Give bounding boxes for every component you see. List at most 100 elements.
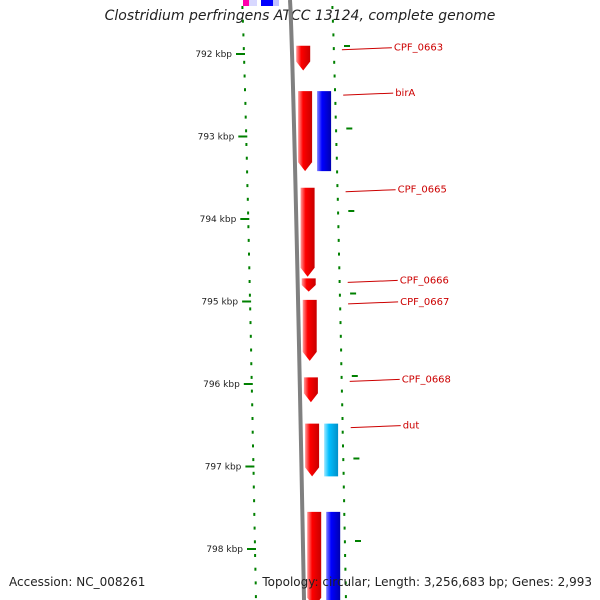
outer-dot bbox=[340, 362, 343, 366]
ruler-tick-inner bbox=[245, 465, 255, 468]
gene-fragment bbox=[273, 0, 279, 6]
ruler-label: 795 kbp bbox=[201, 298, 238, 308]
gene-forward[interactable] bbox=[305, 423, 320, 477]
gene-label[interactable]: CPF_0666 bbox=[400, 275, 449, 286]
gene-labels: CPF_0663 birA CPF_0665 CPF_0666 CPF_0667 CPF_… bbox=[341, 43, 451, 432]
outer-dot bbox=[331, 19, 334, 23]
inner-dot bbox=[247, 238, 250, 242]
inner-dot bbox=[244, 115, 247, 119]
outer-dot bbox=[331, 6, 334, 9]
outer-dot bbox=[337, 238, 340, 242]
gene-label-leader bbox=[347, 279, 398, 283]
ruler-tick-outer bbox=[355, 540, 361, 542]
outer-dot bbox=[342, 458, 345, 462]
inner-dot bbox=[251, 417, 254, 420]
inner-dot bbox=[241, 6, 244, 9]
gene-label-leader bbox=[343, 92, 394, 96]
gene-label[interactable]: CPF_0665 bbox=[398, 185, 447, 196]
inner-dot bbox=[249, 334, 252, 338]
inner-dot bbox=[244, 101, 247, 105]
inner-dot bbox=[250, 375, 253, 379]
outer-dot bbox=[333, 60, 336, 64]
outer-dot bbox=[341, 403, 344, 407]
outer-dot bbox=[340, 389, 343, 393]
outer-dot bbox=[333, 74, 336, 78]
inner-dot bbox=[247, 211, 250, 215]
outer-dot bbox=[344, 595, 347, 599]
outer-dot bbox=[342, 471, 345, 475]
outer-dot bbox=[335, 156, 338, 160]
outer-dot bbox=[334, 115, 337, 119]
outer-dot bbox=[344, 554, 347, 557]
outer-dot bbox=[344, 567, 347, 571]
ruler-tick-inner bbox=[238, 135, 248, 138]
outer-dot bbox=[342, 444, 344, 448]
inner-dot bbox=[254, 554, 257, 557]
inner-dot bbox=[246, 184, 249, 188]
inner-dot bbox=[252, 471, 255, 475]
ruler-tick-outer bbox=[351, 375, 358, 377]
gene-fragment bbox=[243, 0, 249, 6]
outer-dot bbox=[343, 526, 346, 530]
ruler-tick-outer bbox=[353, 457, 360, 460]
outer-dot bbox=[339, 307, 342, 311]
outer-dot bbox=[339, 334, 342, 338]
ruler-tick-outer bbox=[344, 45, 350, 47]
outer-dot bbox=[342, 485, 345, 489]
gene-label[interactable]: CPF_0667 bbox=[400, 297, 449, 308]
outer-dot bbox=[335, 129, 338, 133]
outer-dot bbox=[344, 581, 347, 585]
gene-forward[interactable] bbox=[296, 45, 311, 71]
inner-dot bbox=[245, 143, 248, 146]
gene-label[interactable]: birA bbox=[395, 88, 415, 99]
inner-dot bbox=[253, 526, 256, 530]
inner-dot bbox=[245, 129, 248, 133]
gene-reverse[interactable] bbox=[317, 91, 332, 172]
inner-dot bbox=[247, 225, 250, 229]
gene-forward[interactable] bbox=[307, 511, 322, 600]
kbp-ruler: 792 kbp 793 kbp 794 kbp 795 kbp 796 kbp 797 k… bbox=[195, 45, 361, 555]
gene-forward[interactable] bbox=[300, 187, 315, 277]
inner-dot bbox=[250, 362, 253, 366]
gene-forward[interactable] bbox=[298, 91, 313, 172]
position-dots bbox=[241, 6, 347, 599]
ruler-tick-inner bbox=[247, 548, 256, 550]
ruler-tick-outer bbox=[348, 210, 355, 212]
gene-fragment bbox=[249, 0, 257, 6]
ruler-tick-inner bbox=[242, 300, 252, 303]
gene-label[interactable]: CPF_0663 bbox=[394, 43, 443, 54]
gene-label-leader bbox=[349, 378, 400, 382]
gene-reverse[interactable] bbox=[324, 423, 339, 477]
inner-dot bbox=[243, 60, 246, 64]
outer-dot bbox=[338, 280, 341, 283]
outer-dot bbox=[338, 252, 340, 256]
inner-dot bbox=[251, 403, 254, 407]
gene-reverse[interactable] bbox=[326, 511, 341, 600]
ruler-tick-inner bbox=[236, 53, 245, 55]
ruler-label: 792 kbp bbox=[195, 50, 232, 60]
ruler-label: 794 kbp bbox=[200, 215, 237, 225]
gene-forward[interactable] bbox=[301, 278, 316, 292]
gene-label-leader bbox=[350, 425, 401, 429]
outer-dot bbox=[332, 33, 335, 37]
top-gene-fragments bbox=[243, 0, 279, 6]
gene-forward[interactable] bbox=[302, 299, 317, 361]
gene-features bbox=[296, 45, 341, 600]
outer-dot bbox=[338, 293, 341, 297]
inner-dot bbox=[253, 499, 256, 503]
outer-dot bbox=[339, 321, 342, 325]
gene-label[interactable]: dut bbox=[403, 421, 420, 432]
inner-dot bbox=[252, 458, 255, 462]
outer-dot bbox=[337, 211, 340, 215]
outer-dot bbox=[334, 88, 336, 92]
outer-dot bbox=[337, 225, 340, 229]
inner-dot bbox=[248, 280, 251, 283]
inner-dot bbox=[245, 156, 248, 160]
gene-label-leader bbox=[348, 301, 399, 305]
outer-dot bbox=[332, 47, 335, 51]
gene-forward[interactable] bbox=[303, 377, 318, 403]
gene-label[interactable]: CPF_0668 bbox=[402, 374, 451, 385]
inner-dot bbox=[243, 74, 246, 78]
outer-dot bbox=[343, 499, 346, 503]
